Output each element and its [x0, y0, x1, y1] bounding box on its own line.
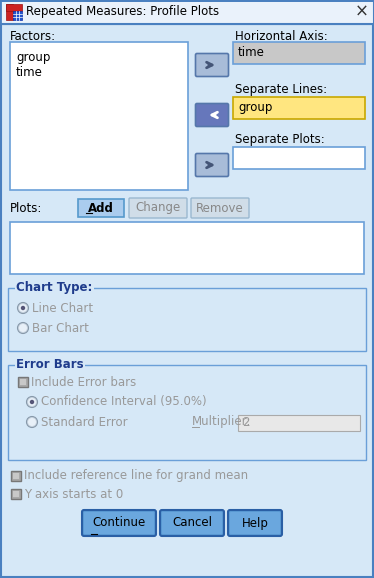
Text: time: time — [238, 46, 265, 60]
Circle shape — [18, 323, 28, 334]
FancyBboxPatch shape — [160, 510, 224, 536]
FancyBboxPatch shape — [228, 510, 282, 536]
FancyBboxPatch shape — [196, 154, 229, 176]
Text: Change: Change — [135, 202, 181, 214]
FancyBboxPatch shape — [129, 198, 187, 218]
FancyBboxPatch shape — [84, 512, 154, 534]
FancyBboxPatch shape — [13, 491, 19, 497]
FancyBboxPatch shape — [233, 42, 365, 64]
Text: group: group — [238, 102, 272, 114]
FancyBboxPatch shape — [10, 42, 188, 190]
Circle shape — [28, 418, 36, 426]
Circle shape — [28, 398, 36, 406]
FancyBboxPatch shape — [82, 510, 156, 536]
Circle shape — [27, 397, 37, 407]
Circle shape — [18, 302, 28, 313]
Text: Error Bars: Error Bars — [16, 358, 84, 372]
Text: 2: 2 — [242, 417, 249, 429]
FancyBboxPatch shape — [196, 103, 229, 127]
Text: Cancel: Cancel — [172, 517, 212, 529]
FancyBboxPatch shape — [78, 199, 124, 217]
Circle shape — [19, 324, 27, 332]
Text: Chart Type:: Chart Type: — [16, 281, 92, 295]
FancyBboxPatch shape — [10, 222, 364, 274]
Text: Factors:: Factors: — [10, 29, 56, 43]
Text: Y axis starts at 0: Y axis starts at 0 — [24, 487, 123, 501]
FancyBboxPatch shape — [191, 198, 249, 218]
Text: Add: Add — [88, 202, 114, 214]
Text: Line Chart: Line Chart — [32, 302, 93, 314]
FancyBboxPatch shape — [238, 415, 360, 431]
FancyBboxPatch shape — [230, 512, 280, 534]
Text: Include reference line for grand mean: Include reference line for grand mean — [24, 469, 248, 483]
Text: Horizontal Axis:: Horizontal Axis: — [235, 29, 328, 43]
FancyBboxPatch shape — [11, 489, 21, 499]
Text: Bar Chart: Bar Chart — [32, 321, 89, 335]
Text: Separate Lines:: Separate Lines: — [235, 83, 327, 97]
FancyBboxPatch shape — [6, 4, 22, 11]
Text: Standard Error: Standard Error — [41, 416, 128, 428]
FancyBboxPatch shape — [11, 471, 21, 481]
Text: Continue: Continue — [92, 517, 145, 529]
Text: Repeated Measures: Profile Plots: Repeated Measures: Profile Plots — [26, 6, 219, 18]
FancyBboxPatch shape — [20, 379, 26, 385]
FancyBboxPatch shape — [8, 365, 366, 460]
Circle shape — [21, 306, 25, 310]
FancyBboxPatch shape — [233, 97, 365, 119]
FancyBboxPatch shape — [162, 512, 222, 534]
Circle shape — [30, 400, 34, 404]
FancyBboxPatch shape — [0, 0, 374, 24]
Circle shape — [19, 304, 27, 312]
FancyBboxPatch shape — [233, 147, 365, 169]
Text: Include Error bars: Include Error bars — [31, 376, 136, 388]
Text: Multiplier:: Multiplier: — [192, 416, 251, 428]
Text: Plots:: Plots: — [10, 202, 42, 214]
FancyBboxPatch shape — [13, 473, 19, 479]
Circle shape — [27, 417, 37, 428]
Text: time: time — [16, 66, 43, 80]
Text: Separate Plots:: Separate Plots: — [235, 134, 325, 146]
Text: group: group — [16, 50, 50, 64]
FancyBboxPatch shape — [18, 377, 28, 387]
FancyBboxPatch shape — [196, 54, 229, 76]
Text: Help: Help — [242, 517, 269, 529]
Text: Remove: Remove — [196, 202, 244, 214]
FancyBboxPatch shape — [1, 24, 373, 577]
Text: ×: × — [355, 3, 369, 21]
Text: Confidence Interval (95.0%): Confidence Interval (95.0%) — [41, 395, 206, 409]
FancyBboxPatch shape — [6, 4, 13, 20]
FancyBboxPatch shape — [8, 288, 366, 351]
FancyBboxPatch shape — [13, 11, 22, 20]
